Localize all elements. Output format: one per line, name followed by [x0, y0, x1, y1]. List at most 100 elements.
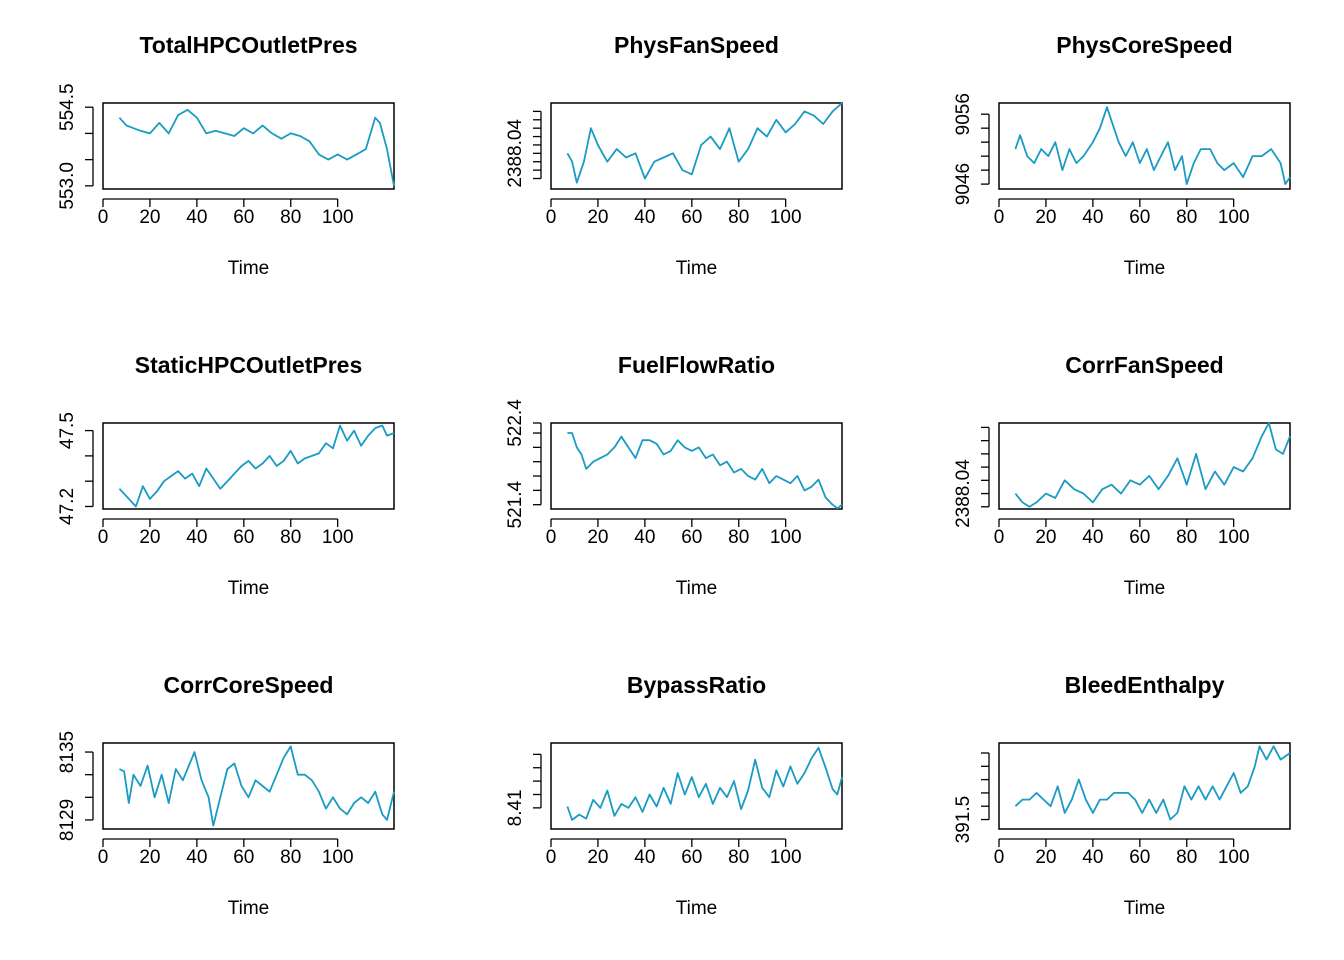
- x-tick-label: 20: [587, 207, 608, 228]
- series-line: [567, 432, 843, 510]
- x-tick-label: 40: [186, 847, 207, 868]
- y-tick-label: 47.2: [57, 488, 78, 525]
- x-tick-label: 0: [98, 207, 109, 228]
- y-tick-label: 522.4: [505, 399, 526, 447]
- x-tick-label: 20: [1035, 207, 1056, 228]
- x-tick-label: 60: [1129, 527, 1150, 548]
- plot-frame: [550, 422, 843, 510]
- x-tick-label: 20: [587, 527, 608, 548]
- x-tick-label: 100: [1218, 527, 1250, 548]
- x-tick-label: 0: [994, 527, 1005, 548]
- y-tick-label: 391.5: [953, 796, 974, 844]
- x-tick-label: 60: [681, 207, 702, 228]
- x-tick-label: 100: [1218, 847, 1250, 868]
- x-tick-label: 80: [728, 527, 749, 548]
- series-line: [566, 746, 843, 821]
- panel-title: FuelFlowRatio: [618, 352, 775, 378]
- x-tick-label: 80: [728, 847, 749, 868]
- x-tick-label: 40: [634, 207, 655, 228]
- series-line: [118, 108, 395, 187]
- x-tick-label: 40: [634, 527, 655, 548]
- panel-title: TotalHPCOutletPres: [139, 32, 357, 58]
- x-tick-label: 20: [139, 527, 160, 548]
- plot-frame: [550, 102, 843, 190]
- panel-BleedEnthalpy: BleedEnthalpy 0 20 40 60 80 100 Time 391.5: [953, 672, 1291, 919]
- panel-TotalHPCOutletPres: TotalHPCOutletPres 0 20 40 60 80 100 Time 553.0 5…: [57, 32, 395, 279]
- panel-title: BypassRatio: [627, 672, 766, 698]
- x-tick-label: 100: [770, 527, 802, 548]
- x-tick-label: 40: [634, 847, 655, 868]
- y-tick-label: 8135: [57, 731, 78, 773]
- series-line: [119, 745, 395, 827]
- x-tick-label: 80: [280, 527, 301, 548]
- panel-title: PhysCoreSpeed: [1056, 32, 1232, 58]
- x-tick-label: 40: [1082, 527, 1103, 548]
- x-tick-label: 80: [1176, 207, 1197, 228]
- x-tick-label: 20: [139, 847, 160, 868]
- panel-StaticHPCOutletPres: StaticHPCOutletPres 0 20 40 60 80 100 Time 47.2 4…: [57, 352, 395, 599]
- x-axis-label: Time: [676, 578, 718, 599]
- x-tick-label: 40: [186, 527, 207, 548]
- x-tick-label: 0: [994, 847, 1005, 868]
- y-tick-label: 2388.04: [505, 119, 526, 188]
- x-axis-label: Time: [228, 898, 270, 919]
- x-tick-label: 80: [728, 207, 749, 228]
- x-tick-label: 0: [546, 207, 557, 228]
- panel-PhysFanSpeed: PhysFanSpeed 0 20 40 60 80 100 Time 2388.04: [505, 32, 843, 279]
- panel-title: CorrFanSpeed: [1065, 352, 1223, 378]
- x-tick-label: 80: [280, 207, 301, 228]
- x-tick-label: 60: [1129, 847, 1150, 868]
- panel-BypassRatio: BypassRatio 0 20 40 60 80 100 Time 8.41: [505, 672, 843, 919]
- x-tick-label: 100: [770, 847, 802, 868]
- x-tick-label: 40: [1082, 207, 1103, 228]
- y-tick-label: 521.4: [505, 480, 526, 528]
- x-tick-label: 0: [98, 847, 109, 868]
- y-tick-label: 553.0: [57, 162, 78, 210]
- panel-FuelFlowRatio: FuelFlowRatio 0 20 40 60 80 100 Time 521.4 522.4: [505, 352, 843, 599]
- x-tick-label: 20: [587, 847, 608, 868]
- x-axis-label: Time: [676, 898, 718, 919]
- plot-frame: [102, 422, 395, 510]
- x-tick-label: 60: [233, 207, 254, 228]
- plot-frame: [998, 102, 1291, 190]
- x-tick-label: 60: [1129, 207, 1150, 228]
- y-tick-label: 8129: [57, 799, 78, 841]
- x-tick-label: 60: [233, 847, 254, 868]
- plot-frame: [550, 742, 843, 830]
- x-axis-label: Time: [228, 258, 270, 279]
- plot-frame: [998, 422, 1291, 510]
- x-tick-label: 100: [322, 207, 354, 228]
- plot-frame: [102, 102, 395, 190]
- y-tick-label: 9056: [953, 93, 974, 135]
- x-tick-label: 100: [1218, 207, 1250, 228]
- x-tick-label: 100: [322, 847, 354, 868]
- x-axis-label: Time: [1124, 578, 1166, 599]
- x-axis-label: Time: [676, 258, 718, 279]
- y-tick-label: 47.5: [57, 412, 78, 449]
- x-tick-label: 60: [233, 527, 254, 548]
- x-tick-label: 0: [546, 527, 557, 548]
- series-line: [566, 102, 843, 184]
- panel-title: PhysFanSpeed: [614, 32, 779, 58]
- panel-CorrFanSpeed: CorrFanSpeed 0 20 40 60 80 100 Time 2388.04: [953, 352, 1291, 599]
- x-tick-label: 60: [681, 527, 702, 548]
- panel-title: CorrCoreSpeed: [164, 672, 334, 698]
- x-tick-label: 20: [139, 207, 160, 228]
- x-axis-label: Time: [1124, 258, 1166, 279]
- y-tick-label: 8.41: [505, 789, 526, 826]
- x-tick-label: 0: [546, 847, 557, 868]
- x-tick-label: 20: [1035, 527, 1056, 548]
- y-tick-label: 2388.04: [953, 459, 974, 528]
- x-tick-label: 80: [1176, 847, 1197, 868]
- y-tick-label: 554.5: [57, 83, 78, 131]
- x-tick-label: 20: [1035, 847, 1056, 868]
- x-tick-label: 40: [1082, 847, 1103, 868]
- panel-title: StaticHPCOutletPres: [135, 352, 363, 378]
- panel-PhysCoreSpeed: PhysCoreSpeed 0 20 40 60 80 100 Time 9046 9056: [953, 32, 1291, 279]
- x-tick-label: 80: [1176, 527, 1197, 548]
- panel-CorrCoreSpeed: CorrCoreSpeed 0 20 40 60 80 100 Time 8129 8135: [57, 672, 395, 919]
- series-line: [1014, 422, 1291, 508]
- x-axis-label: Time: [228, 578, 270, 599]
